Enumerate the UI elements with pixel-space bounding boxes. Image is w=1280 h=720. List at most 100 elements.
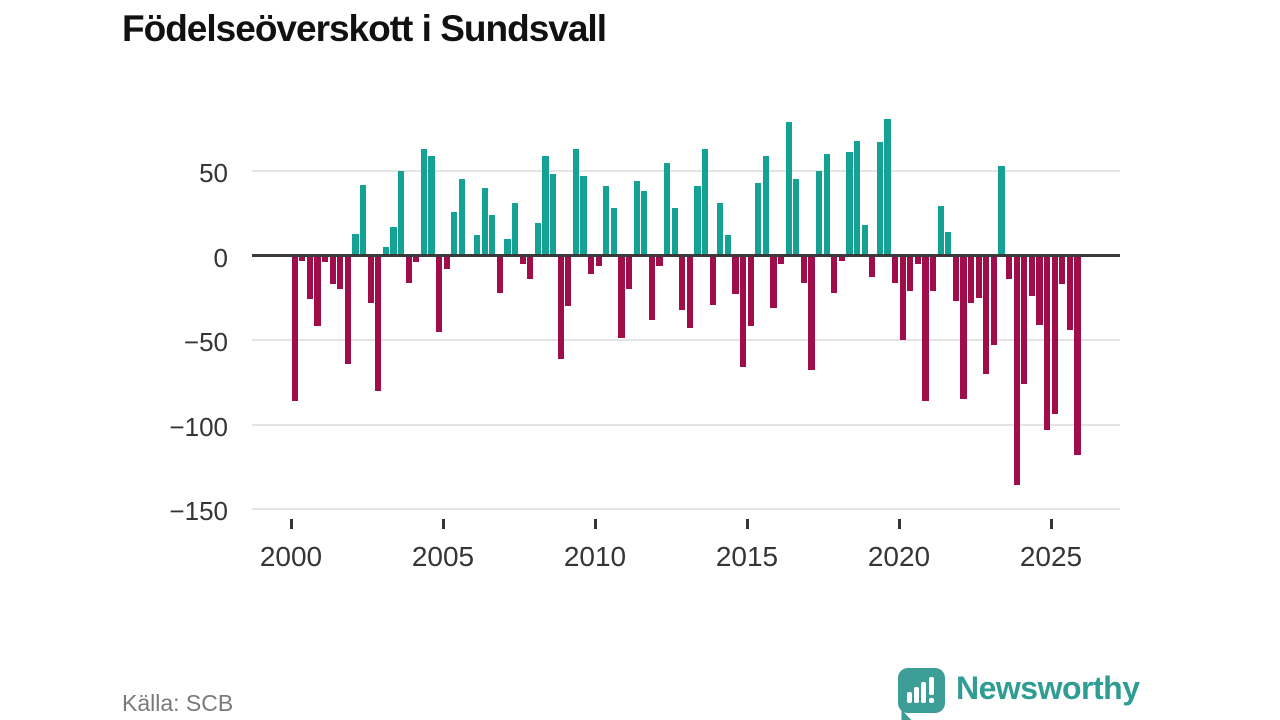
bar-2012Q3 [671,208,678,256]
bar-2002Q3 [367,255,374,303]
bar-2015Q2 [755,182,762,256]
bar-2011Q2 [633,181,640,256]
bar-2007Q3 [519,255,526,264]
bar-2014Q1 [717,203,724,256]
bar-2015Q4 [770,255,777,308]
bar-2001Q1 [321,255,329,263]
y-axis-label: −50 [183,327,228,357]
bar-2021Q1 [929,255,937,291]
bar-2019Q2 [876,142,883,256]
x-axis-tick [1050,519,1053,529]
bar-2017Q1 [808,255,815,371]
page-title: Födelseöverskott i Sundsvall [122,8,607,49]
x-axis-label: 2015 [715,541,779,572]
bar-2023Q1 [990,255,997,346]
logo-bar-icon [921,682,926,703]
x-axis-label: 2005 [411,541,475,572]
logo-bubble-icon [898,668,945,713]
bar-2022Q1 [960,255,967,400]
bar-2008Q4 [557,255,564,359]
bar-2009Q4 [587,255,595,275]
bar-2022Q4 [983,255,990,374]
bar-2010Q1 [595,255,602,266]
bar-2006Q4 [496,255,503,293]
bar-2010Q3 [610,208,617,256]
bar-2001Q3 [337,255,344,290]
bar-2015Q1 [747,255,754,327]
bar-2012Q1 [656,255,663,266]
y-axis-label: 50 [199,158,228,188]
bar-2019Q4 [891,255,899,283]
bar-2024Q1 [1021,255,1028,384]
bar-2023Q2 [998,165,1005,256]
bar-2011Q3 [641,191,648,256]
logo-exclamation-dot-icon [929,698,934,703]
bar-2018Q1 [838,255,845,261]
x-axis-label: 2000 [259,541,323,572]
bar-2021Q4 [952,255,959,302]
gridline [252,339,1120,341]
bar-2013Q3 [701,149,709,256]
logo-bar-icon [914,687,919,703]
bar-2004Q2 [420,149,427,256]
bar-2010Q4 [618,255,625,339]
bar-2014Q4 [739,255,747,368]
x-axis-tick [898,519,901,529]
bar-2002Q4 [375,255,382,391]
bar-2013Q1 [686,255,693,329]
bar-2019Q3 [884,118,891,256]
bar-2017Q2 [815,171,823,256]
bar-2013Q2 [694,186,701,256]
bar-2003Q4 [405,255,412,283]
bar-2023Q4 [1013,255,1020,486]
bar-2020Q1 [899,255,906,340]
bar-2012Q2 [663,162,671,256]
zero-line [252,254,1120,257]
bar-2008Q3 [549,174,557,256]
bar-2025Q3 [1066,255,1073,330]
gridline [252,170,1120,172]
bar-2008Q2 [542,155,549,256]
bar-2016Q2 [785,121,792,256]
bar-2009Q1 [565,255,572,307]
bar-2001Q2 [329,255,336,285]
bar-2003Q3 [397,171,405,256]
bar-2002Q2 [359,184,367,256]
bar-2005Q2 [451,211,458,256]
x-axis-tick [746,519,749,529]
bar-2003Q2 [390,226,397,256]
bar-2020Q2 [907,255,914,291]
bar-2005Q3 [458,179,465,256]
bar-2006Q3 [489,214,496,256]
bar-2017Q4 [831,255,838,293]
bar-2021Q2 [937,206,944,256]
bar-2007Q1 [504,238,511,256]
bar-2008Q1 [534,223,541,256]
gridline [252,423,1120,426]
bar-2006Q2 [481,187,488,256]
newsworthy-logo: Newsworthy [898,666,1258,720]
bar-2024Q2 [1028,255,1035,297]
bar-2004Q3 [428,155,435,256]
bar-2007Q2 [511,203,519,256]
gridline [252,508,1120,510]
bar-2019Q1 [869,255,876,278]
x-axis-label: 2020 [867,541,931,572]
bar-2020Q4 [922,255,929,401]
bar-2016Q4 [800,255,807,283]
bar-2020Q3 [914,255,921,264]
bar-2010Q2 [603,186,610,256]
bar-2025Q4 [1074,255,1081,455]
bar-2024Q3 [1036,255,1043,325]
bar-2006Q1 [473,235,481,256]
bar-2000Q4 [314,255,321,327]
bar-2021Q3 [945,231,952,256]
bar-2014Q2 [724,235,731,256]
bar-2024Q4 [1043,255,1051,430]
bar-2014Q3 [732,255,739,295]
bar-2009Q3 [580,176,587,256]
bar-2004Q4 [435,255,443,332]
bar-2009Q2 [572,149,579,256]
bar-2007Q4 [527,255,534,280]
